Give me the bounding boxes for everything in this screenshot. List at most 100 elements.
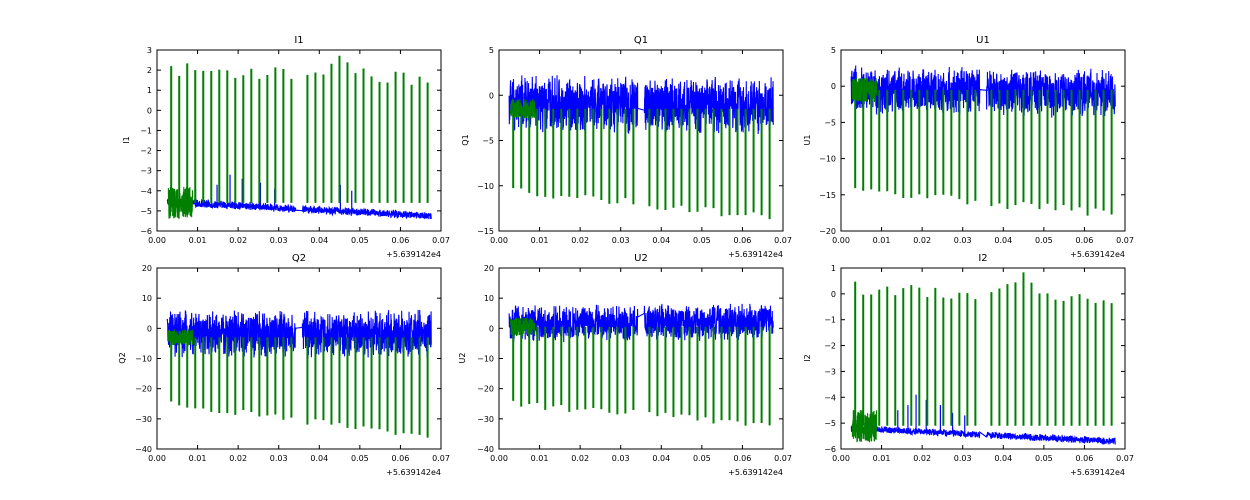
x-tick-label: 0.06 [1076,236,1094,245]
x-tick-label: 0.06 [392,236,410,245]
series-layer [508,75,774,220]
y-tick-label: −10 [477,182,494,191]
y-tick-label: 1 [831,264,836,273]
x-tick-label: 0.07 [1116,236,1134,245]
axes-frame [498,267,784,450]
x-tick-label: 0.07 [432,236,450,245]
y-tick-label: −1 [140,126,152,135]
x-tick-label: 0.03 [270,236,288,245]
x-tick-label: 0.00 [490,454,508,463]
x-tick-label: 0.00 [148,454,166,463]
plot-area [498,49,784,232]
axes-frame [840,49,1126,232]
x-tick-label: 0.01 [873,454,891,463]
x-tick-label: 0.06 [734,454,752,463]
subplot-q2: 0.00 0.01 0.02 0.03 0.04 0.05 0.06 0.07 20 10 0 −10… [118,253,450,477]
x-tick-label: 0.05 [693,236,711,245]
y-tick-label: −5 [824,419,836,428]
x-tick-label: 0.03 [954,236,972,245]
y-tick-label: 0 [147,106,152,115]
y-tick-label: 5 [831,46,836,55]
y-tick-label: −15 [477,227,494,236]
axes-layer: 0.00 0.01 0.02 0.03 0.04 0.05 0.06 0.07 20 10 0 −10… [135,264,450,463]
series-layer [850,65,1116,216]
x-tick-label: 0.00 [148,236,166,245]
x-tick-label: 0.02 [913,454,931,463]
y-tick-label: −2 [824,342,836,351]
subplot-u1: 0.00 0.01 0.02 0.03 0.04 0.05 0.06 0.07 5 0 −5 −10 −… [803,35,1134,259]
series-layer [166,309,432,438]
x-tick-label: 0.01 [189,454,207,463]
y-tick-label: 0 [489,324,494,333]
y-axis-label: U1 [803,135,812,146]
x-tick-label: 0.01 [531,454,549,463]
y-tick-label: −1 [824,316,836,325]
x-tick-label: 0.04 [310,236,328,245]
x-tick-label: 0.02 [229,454,247,463]
x-tick-label: 0.04 [652,236,670,245]
y-tick-label: −6 [824,445,836,454]
y-tick-label: −5 [482,137,494,146]
y-tick-label: −3 [140,167,152,176]
axes-frame [840,267,1126,450]
x-tick-label: 0.06 [392,454,410,463]
y-tick-label: −5 [824,118,836,127]
y-tick-label: 0 [831,82,836,91]
axes-layer: 0.00 0.01 0.02 0.03 0.04 0.05 0.06 0.07 3 2 1 0 −1 −2… [140,46,450,245]
y-tick-label: −4 [140,187,152,196]
x-tick-label: 0.05 [351,236,369,245]
x-tick-label: 0.02 [571,454,589,463]
series-blue-trace [166,309,432,359]
y-tick-label: −20 [135,385,152,394]
axes-layer: 0.00 0.01 0.02 0.03 0.04 0.05 0.06 0.07 1 0 −1 −2 −3… [824,264,1134,463]
x-tick-label: 0.04 [652,454,670,463]
y-axis-label: Q2 [118,352,127,363]
x-axis-offset: +5.639142e4 [728,468,783,477]
series-layer [850,272,1116,446]
y-tick-label: −10 [819,155,836,164]
y-tick-label: 2 [147,66,152,75]
x-tick-label: 0.03 [270,454,288,463]
y-tick-label: −15 [819,191,836,200]
y-tick-label: 0 [147,324,152,333]
y-tick-label: −6 [140,227,152,236]
y-tick-label: −20 [819,227,836,236]
y-tick-label: −30 [477,415,494,424]
x-tick-label: 0.05 [693,454,711,463]
subplot-q1: 0.00 0.01 0.02 0.03 0.04 0.05 0.06 0.07 5 0 −5 −10 −… [461,35,792,259]
axes-layer: 0.00 0.01 0.02 0.03 0.04 0.05 0.06 0.07 20 10 0 −10… [477,264,792,463]
y-tick-label: −2 [140,147,152,156]
series-green-cluster [851,77,878,103]
series-green-cluster [509,317,536,337]
x-tick-label: 0.00 [832,236,850,245]
x-tick-label: 0.03 [954,454,972,463]
series-green-cluster [167,328,194,346]
plot-area [156,267,442,450]
x-tick-label: 0.07 [1116,454,1134,463]
subplot-title: U2 [634,253,648,264]
y-tick-label: 0 [489,91,494,100]
y-tick-label: 20 [142,264,152,273]
series-layer [508,303,774,426]
x-tick-label: 0.03 [612,236,630,245]
x-tick-label: 0.00 [832,454,850,463]
series-blue-trace [508,75,774,134]
x-axis-offset: +5.639142e4 [386,468,441,477]
y-tick-label: −3 [824,367,836,376]
y-tick-label: −40 [477,445,494,454]
x-tick-label: 0.02 [913,236,931,245]
y-tick-label: 3 [147,46,152,55]
x-axis-offset: +5.639142e4 [1070,250,1125,259]
axes-layer: 0.00 0.01 0.02 0.03 0.04 0.05 0.06 0.07 5 0 −5 −10 −… [477,46,792,245]
plot-area [840,267,1126,450]
subplot-u2: 0.00 0.01 0.02 0.03 0.04 0.05 0.06 0.07 20 10 0 −10… [458,253,792,477]
y-tick-label: 0 [831,290,836,299]
y-tick-label: −30 [135,415,152,424]
y-tick-label: 1 [147,86,152,95]
y-tick-label: 10 [484,294,494,303]
series-green-cluster [851,409,878,443]
series-blue-trace [166,197,432,220]
x-tick-label: 0.01 [189,236,207,245]
x-tick-label: 0.00 [490,236,508,245]
x-axis-offset: +5.639142e4 [386,250,441,259]
